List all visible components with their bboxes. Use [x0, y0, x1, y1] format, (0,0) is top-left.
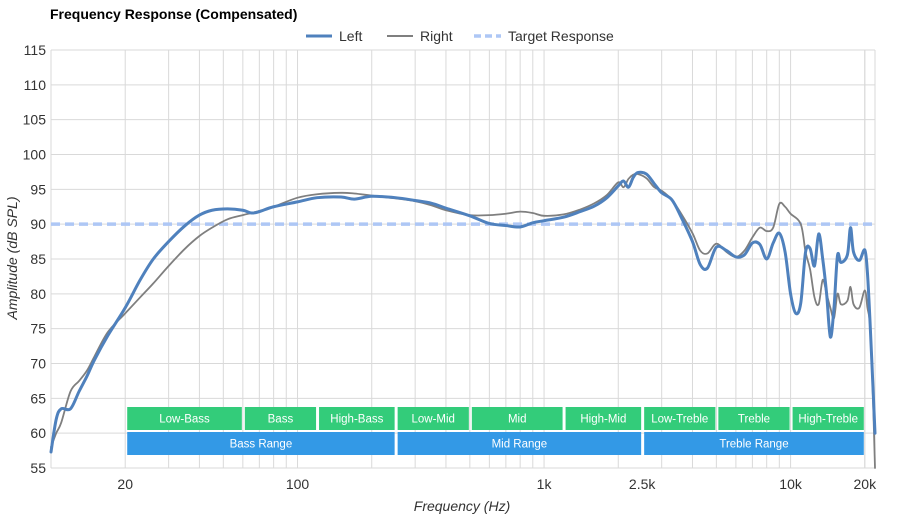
range-label: Bass Range: [230, 439, 293, 451]
x-tick-label: 1k: [537, 476, 553, 492]
band-label: High-Bass: [330, 414, 383, 426]
y-tick-label: 110: [24, 77, 47, 93]
x-axis-ticks: 20 100 1k 2.5k 10k 20k: [117, 476, 877, 492]
x-tick-label: 100: [286, 476, 310, 492]
grid: [50, 49, 876, 469]
band-label: High-Mid: [580, 414, 626, 426]
y-axis-ticks: 55 60 65 70 75 80 85 90 95 100 105 110 115: [23, 42, 47, 476]
band-label: High-Treble: [798, 414, 858, 426]
y-tick-label: 100: [23, 147, 47, 163]
y-tick-label: 90: [30, 216, 46, 232]
x-axis-title: Frequency (Hz): [414, 498, 510, 514]
range-label: Mid Range: [492, 439, 548, 451]
range-block: [644, 432, 864, 455]
legend-label-right: Right: [420, 28, 453, 44]
x-tick-label: 10k: [779, 476, 803, 492]
legend: Left Right Target Response: [306, 28, 614, 44]
band-block: [397, 407, 469, 430]
range-label: Treble Range: [719, 439, 788, 451]
legend-item-target[interactable]: Target Response: [474, 28, 614, 44]
band-block: [471, 407, 563, 430]
y-tick-label: 85: [30, 251, 46, 267]
legend-item-left[interactable]: Left: [306, 28, 362, 44]
y-tick-label: 65: [30, 390, 46, 406]
x-tick-label: 2.5k: [629, 476, 656, 492]
band-label: Low-Treble: [651, 414, 708, 426]
series-lines: [49, 170, 877, 469]
series-line-left: [49, 170, 877, 454]
band-label: Low-Bass: [159, 414, 210, 426]
y-tick-label: 60: [30, 425, 46, 441]
y-tick-label: 75: [30, 321, 46, 337]
legend-item-right[interactable]: Right: [387, 28, 453, 44]
band-label: Low-Mid: [412, 414, 455, 426]
band-block: [244, 407, 317, 430]
band-label: Bass: [268, 414, 294, 426]
band-label: Treble: [738, 414, 770, 426]
band-block: [792, 407, 864, 430]
x-tick-label: 20: [117, 476, 133, 492]
band-block: [644, 407, 716, 430]
band-block: [565, 407, 642, 430]
y-tick-label: 70: [30, 356, 46, 372]
y-axis-title: Amplitude (dB SPL): [4, 197, 20, 321]
legend-label-target: Target Response: [508, 28, 614, 44]
y-tick-label: 80: [30, 286, 46, 302]
range-block: [127, 432, 395, 455]
band-block: [718, 407, 790, 430]
chart-title: Frequency Response (Compensated): [50, 6, 297, 22]
legend-label-left: Left: [339, 28, 362, 44]
band-block: [127, 407, 242, 430]
band-label: Mid: [508, 414, 527, 426]
band-block: [319, 407, 395, 430]
x-tick-label: 20k: [854, 476, 878, 492]
frequency-bands: Low-Bass Bass High-Bass Low-Mid Mid High-Mid L…: [127, 407, 864, 455]
y-tick-label: 55: [30, 460, 46, 476]
y-tick-label: 105: [23, 112, 47, 128]
range-block: [397, 432, 642, 455]
y-tick-label: 95: [30, 181, 46, 197]
y-tick-label: 115: [24, 42, 47, 58]
